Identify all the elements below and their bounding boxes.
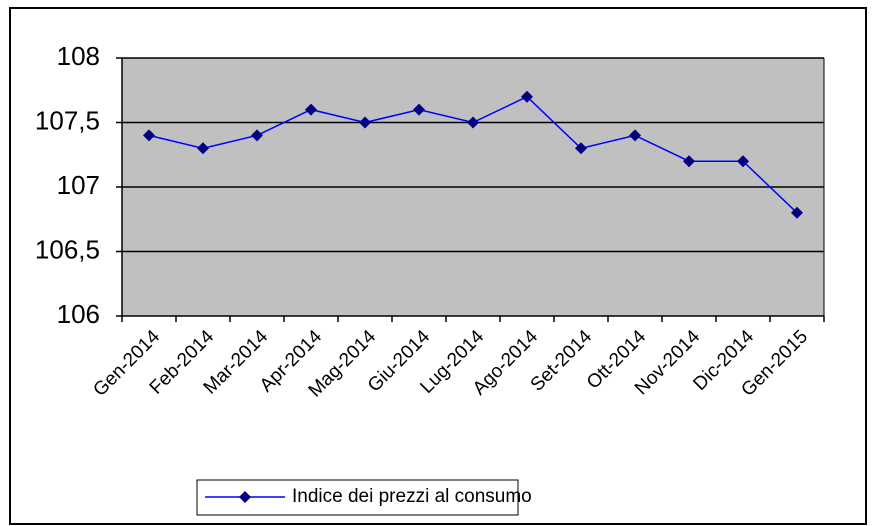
y-tick-label: 106,5 (35, 234, 100, 264)
legend-marker (239, 491, 251, 503)
marker (143, 129, 155, 142)
y-tick-label: 107,5 (35, 105, 100, 135)
marker (575, 142, 587, 155)
y-tick-label: 107 (57, 170, 100, 200)
y-tick-label: 106 (57, 299, 100, 329)
marker (629, 129, 641, 142)
marker (521, 90, 533, 103)
marker (305, 103, 317, 116)
y-tick-label: 108 (57, 41, 100, 71)
marker (251, 129, 263, 142)
legend-label: Indice dei prezzi al consumo (292, 486, 532, 507)
marker (359, 116, 371, 129)
marker (683, 155, 695, 168)
marker (413, 103, 425, 116)
marker (791, 206, 803, 219)
marker (467, 116, 479, 129)
marker (737, 155, 749, 168)
marker (197, 142, 209, 155)
